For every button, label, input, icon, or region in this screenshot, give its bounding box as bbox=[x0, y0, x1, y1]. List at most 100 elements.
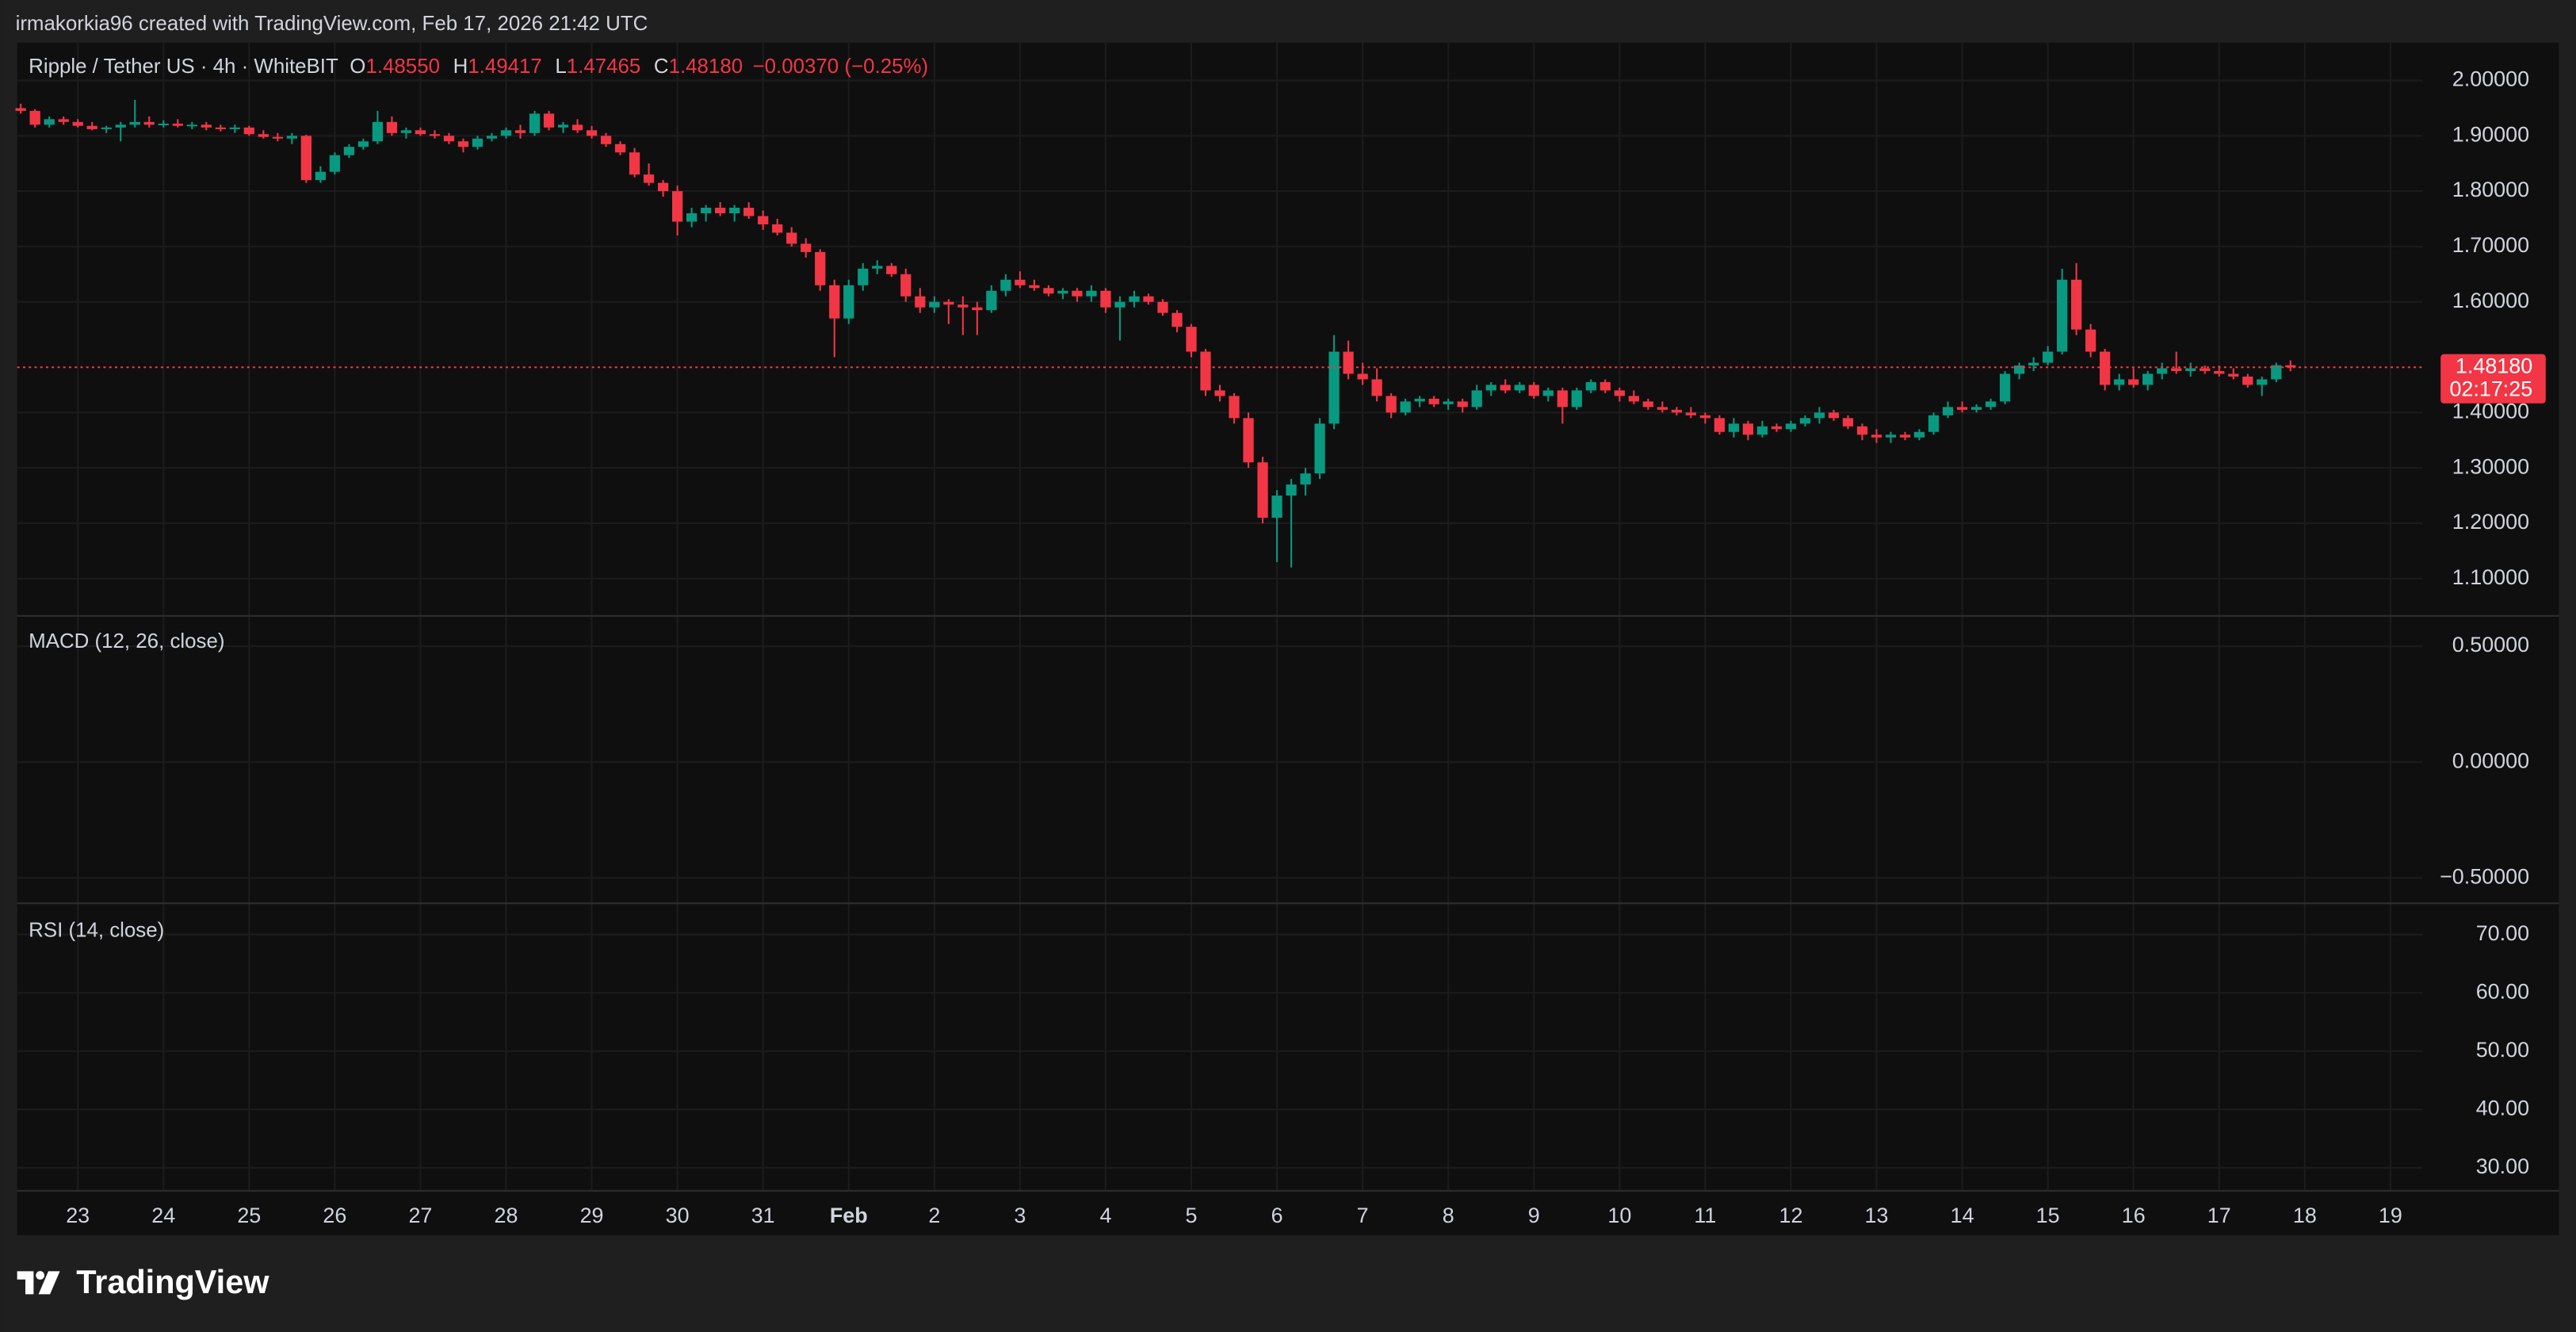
x-tick-label: 5 bbox=[1186, 1204, 1198, 1227]
y-tick-label: 40.00 bbox=[2476, 1096, 2529, 1120]
logo-mark bbox=[17, 1271, 34, 1295]
logo: TradingView bbox=[17, 1263, 269, 1300]
candle-body bbox=[986, 290, 997, 311]
candle-body bbox=[1699, 415, 1711, 419]
candle-body bbox=[1043, 288, 1054, 294]
candle-body bbox=[1828, 412, 1840, 419]
candle-body bbox=[1528, 385, 1539, 396]
logo-mark bbox=[36, 1271, 45, 1280]
candle-body bbox=[629, 152, 640, 175]
candle-body bbox=[1214, 390, 1225, 396]
change: −0.00370 (−0.25%) bbox=[753, 56, 929, 78]
candle-body bbox=[2128, 379, 2139, 385]
x-tick-label: Feb bbox=[830, 1204, 868, 1227]
candle-body bbox=[1913, 431, 1925, 438]
rsi-title: RSI (14, close) bbox=[29, 919, 164, 941]
x-tick-label: 11 bbox=[1694, 1204, 1716, 1227]
attribution: irmakorkia96 created with TradingView.co… bbox=[16, 13, 648, 35]
candle-body bbox=[2142, 373, 2154, 385]
candle-body bbox=[915, 296, 926, 308]
candle-body bbox=[1714, 418, 1726, 432]
candle-body bbox=[1970, 407, 1982, 410]
candle-body bbox=[1956, 407, 1968, 410]
candle-body bbox=[1985, 401, 1997, 408]
candle-body bbox=[1785, 423, 1797, 430]
x-tick-label: 8 bbox=[1443, 1204, 1454, 1227]
candle-body bbox=[443, 136, 455, 142]
y-tick-label: 1.10000 bbox=[2452, 565, 2529, 589]
candle-body bbox=[1500, 385, 1511, 391]
candle-body bbox=[1542, 390, 1554, 396]
candle-body bbox=[2057, 279, 2068, 352]
x-tick-label: 13 bbox=[1865, 1204, 1889, 1227]
candle-body bbox=[1057, 290, 1068, 294]
x-tick-label: 25 bbox=[237, 1204, 261, 1227]
y-tick-label: 1.90000 bbox=[2452, 122, 2529, 146]
last-price-box bbox=[2440, 354, 2546, 404]
candle-body bbox=[1871, 434, 1882, 438]
candle-body bbox=[1657, 407, 1668, 410]
candle-body bbox=[129, 121, 140, 125]
candle-body bbox=[1814, 412, 1825, 419]
candle-body bbox=[1443, 401, 1454, 404]
candle-body bbox=[1471, 390, 1482, 408]
candle-body bbox=[2285, 365, 2296, 368]
candle-body bbox=[1557, 390, 1568, 408]
candle-body bbox=[2171, 368, 2182, 371]
candle-body bbox=[1728, 423, 1740, 432]
candle-body bbox=[1357, 373, 1368, 380]
candle-body bbox=[1000, 279, 1011, 291]
candle-body bbox=[215, 127, 226, 129]
candle-body bbox=[943, 301, 954, 305]
candle-body bbox=[1585, 381, 1596, 391]
candle-body bbox=[1885, 434, 1897, 438]
candle-body bbox=[300, 136, 311, 181]
candle-body bbox=[1771, 426, 1783, 430]
candle-body bbox=[801, 243, 812, 252]
symbol: Ripple / Tether US · 4h · WhiteBIT bbox=[29, 56, 338, 78]
candle-body bbox=[1171, 312, 1183, 327]
candle-body bbox=[1742, 423, 1754, 435]
y-tick-label: 30.00 bbox=[2476, 1154, 2529, 1178]
y-tick-label: 1.30000 bbox=[2452, 454, 2529, 478]
x-tick-label: 30 bbox=[666, 1204, 690, 1227]
candle-body bbox=[315, 171, 326, 181]
candle-body bbox=[29, 110, 40, 125]
candle-body bbox=[1328, 351, 1340, 424]
candle-body bbox=[657, 182, 669, 192]
candle-body bbox=[1229, 396, 1240, 419]
candle-body bbox=[1571, 390, 1582, 408]
x-tick-label: 28 bbox=[495, 1204, 518, 1227]
candle-body bbox=[415, 130, 426, 135]
x-tick-label: 6 bbox=[1271, 1204, 1283, 1227]
candle-body bbox=[457, 141, 469, 147]
candle-body bbox=[229, 127, 240, 129]
candle-body bbox=[1385, 396, 1397, 413]
candle-body bbox=[1343, 351, 1354, 374]
candle-body bbox=[1300, 473, 1311, 485]
candle-body bbox=[429, 134, 441, 136]
candle-body bbox=[1428, 398, 1439, 404]
x-tick-label: 18 bbox=[2293, 1204, 2317, 1227]
candle-body bbox=[1015, 279, 1026, 285]
x-tick-label: 26 bbox=[323, 1204, 346, 1227]
candle-body bbox=[2200, 368, 2211, 371]
candle-body bbox=[2271, 365, 2282, 380]
candle-body bbox=[701, 208, 712, 214]
y-tick-label: 1.60000 bbox=[2452, 289, 2529, 312]
brand: TradingView bbox=[76, 1263, 269, 1300]
y-tick-label: 60.00 bbox=[2476, 979, 2529, 1003]
candle-body bbox=[201, 124, 212, 128]
candle-body bbox=[1856, 426, 1868, 435]
symbol-legend: Ripple / Tether US · 4h · WhiteBIT O1.485… bbox=[29, 56, 928, 78]
candle-body bbox=[1642, 401, 1653, 408]
candle-body bbox=[101, 127, 112, 129]
candle-body bbox=[1599, 381, 1611, 391]
candle-body bbox=[243, 127, 254, 135]
candle-body bbox=[858, 268, 869, 285]
candle-body bbox=[758, 216, 769, 224]
y-tick-label: −0.50000 bbox=[2440, 864, 2529, 888]
candle-body bbox=[514, 130, 526, 133]
ohlc-value: 1.49417 bbox=[468, 56, 542, 78]
candle-body bbox=[2043, 351, 2054, 363]
